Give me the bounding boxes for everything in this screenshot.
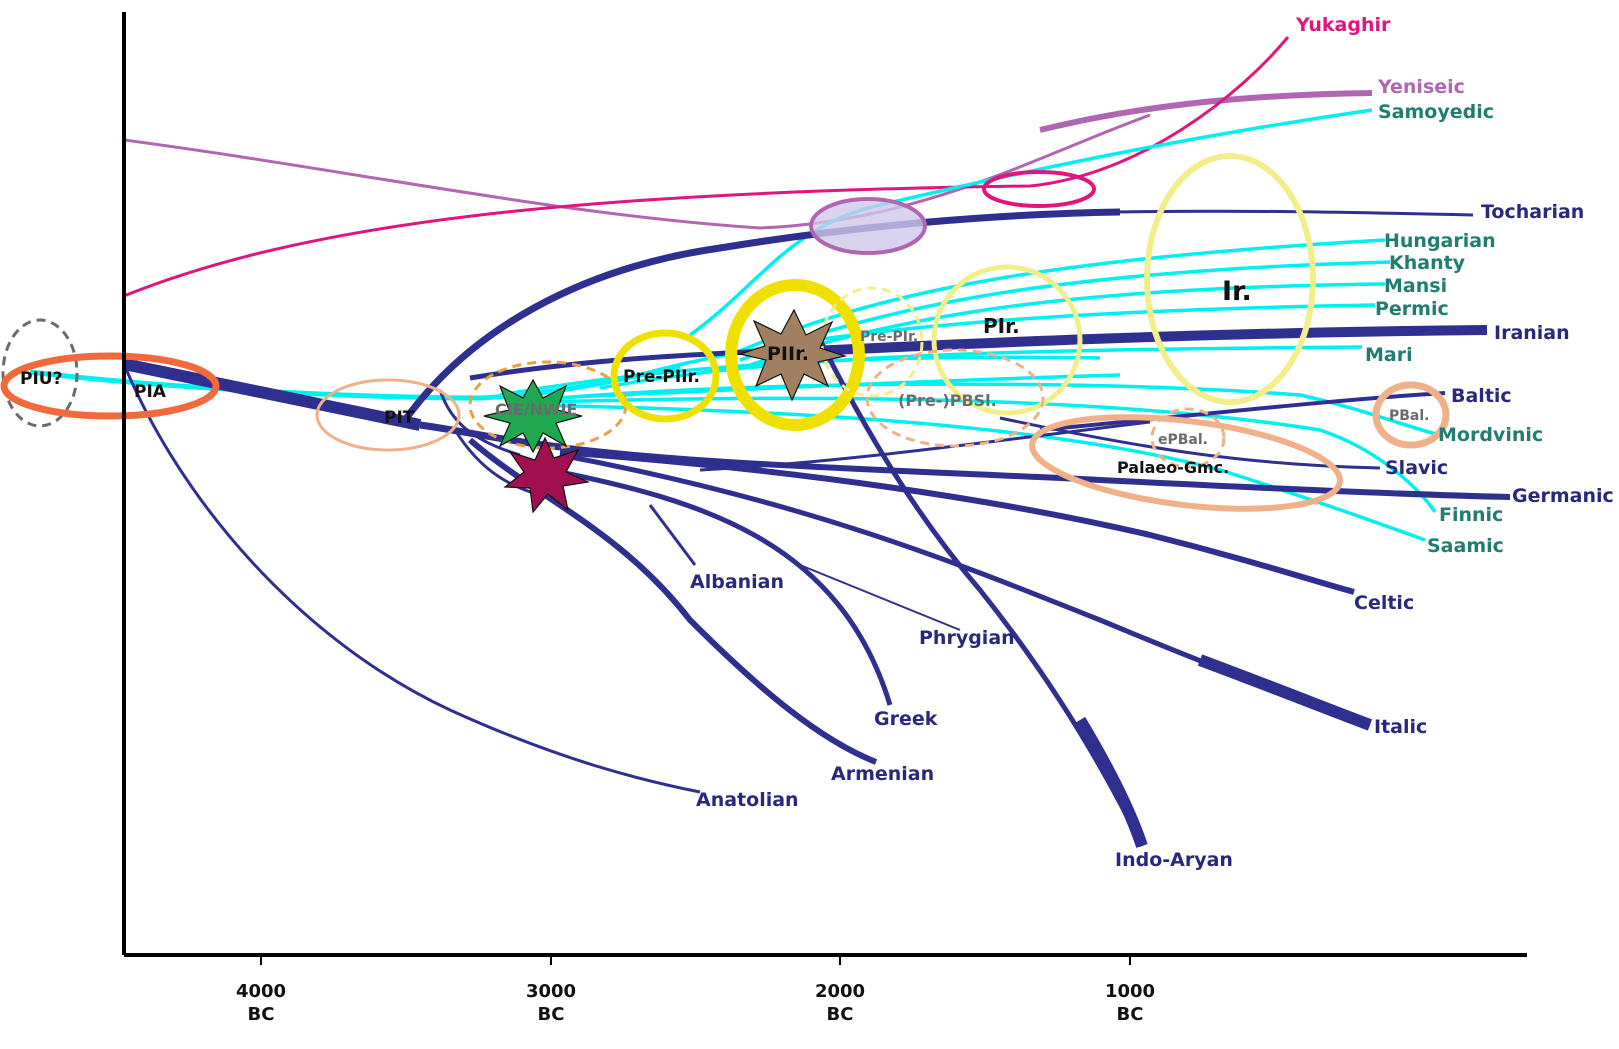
branch-label-yeniseic: Yeniseic xyxy=(1377,76,1465,98)
tick-label-3000-year: 3000 xyxy=(526,981,576,1002)
yeniseic-contact-ring xyxy=(809,197,927,255)
pre-pbsl-ring xyxy=(865,348,1045,448)
mari-line xyxy=(599,345,1363,390)
tick-label-4000-year: 4000 xyxy=(236,981,286,1002)
anatolian-line xyxy=(122,363,701,794)
branch-label-khanty: Khanty xyxy=(1389,252,1466,274)
branch-label-yukaghir: Yukaghir xyxy=(1295,14,1391,36)
branch-label-anatolian: Anatolian xyxy=(696,789,799,811)
cie-branch-1 xyxy=(438,389,521,457)
pre-piir-ring xyxy=(610,329,720,423)
branch-label-mansi: Mansi xyxy=(1384,275,1447,297)
tick-label-1000-year: 1000 xyxy=(1105,981,1155,1002)
node-label-pre-pbsl: (Pre-)PBSl. xyxy=(898,391,997,410)
ir-ring xyxy=(1144,153,1316,405)
node-label-pre-pir: Pre-PIr. xyxy=(860,329,918,345)
italic-line-thick xyxy=(1197,654,1373,731)
pia-ring xyxy=(0,352,220,420)
piir-brown-star xyxy=(737,308,848,402)
branch-label-indo-aryan: Indo-Aryan xyxy=(1115,849,1233,871)
axes xyxy=(122,12,1527,965)
branch-label-tocharian: Tocharian xyxy=(1481,201,1584,223)
node-rings xyxy=(0,153,1450,512)
finnic-line xyxy=(539,396,1437,513)
yukaghir-lineage xyxy=(123,36,1290,298)
pbal-ring xyxy=(1372,381,1450,449)
branch-label-mari: Mari xyxy=(1365,344,1413,366)
tick-label-3000-era: BC xyxy=(538,1004,565,1025)
yeniseic-line-thick xyxy=(1039,90,1373,133)
branch-label-germanic: Germanic xyxy=(1512,485,1614,507)
node-label-cie: CIE/NWIE xyxy=(495,400,577,419)
tick-label-2000-era: BC xyxy=(827,1004,854,1025)
branch-label-samoyedic: Samoyedic xyxy=(1378,101,1494,123)
starbursts xyxy=(483,308,848,514)
indo-european-lines xyxy=(122,208,1511,848)
pit-ring xyxy=(315,378,461,452)
tocharian-line xyxy=(402,208,1121,423)
tick-label-1000-era: BC xyxy=(1117,1004,1144,1025)
epbal-ring xyxy=(1150,407,1226,469)
branch-label-greek: Greek xyxy=(874,708,938,730)
axis-tick-labels: 4000 BC 3000 BC 2000 BC 1000 BC xyxy=(236,981,1155,1025)
branch-label-albanian: Albanian xyxy=(690,571,784,593)
node-label-ir: Ir. xyxy=(1222,276,1252,307)
tick-label-2000-year: 2000 xyxy=(815,981,865,1002)
yeniseic-lineage xyxy=(123,90,1373,230)
ie-trunk xyxy=(419,421,561,451)
phrygian-line xyxy=(799,564,961,631)
baltic-line xyxy=(1039,391,1446,432)
branch-label-mordvinic: Mordvinic xyxy=(1438,424,1543,446)
node-label-palaeo-gmc: Palaeo-Gmc. xyxy=(1117,458,1229,477)
samoyedic-line xyxy=(688,108,1373,337)
node-label-pir: PIr. xyxy=(983,314,1020,338)
cie-green-star xyxy=(483,378,583,454)
palaeo-gmc-ring xyxy=(1029,414,1343,512)
greek-line xyxy=(549,467,893,706)
node-label-epbal: ePBal. xyxy=(1158,432,1208,448)
branch-labels: Yukaghir Yeniseic Samoyedic Tocharian Hu… xyxy=(690,14,1614,871)
branch-label-iranian: Iranian xyxy=(1494,322,1570,344)
indo-aryan-line-thick xyxy=(1074,716,1148,848)
branch-label-phrygian: Phrygian xyxy=(919,627,1015,649)
uralic-extra-2 xyxy=(509,373,1121,402)
branch-label-baltic: Baltic xyxy=(1451,385,1512,407)
branch-label-celtic: Celtic xyxy=(1354,592,1414,614)
pia-trunk xyxy=(122,358,422,431)
albanian-line xyxy=(648,504,697,566)
piir-ring xyxy=(725,279,865,431)
bsl-line xyxy=(699,420,1151,472)
node-label-pre-piir: Pre-PIIr. xyxy=(623,367,700,387)
pir-ring xyxy=(931,264,1083,416)
branch-label-permic: Permic xyxy=(1375,298,1449,320)
branch-label-hungarian: Hungarian xyxy=(1384,230,1496,252)
branch-label-italic: Italic xyxy=(1374,716,1427,738)
piu-ring xyxy=(1,318,79,428)
germanic-line xyxy=(559,444,1511,500)
branch-label-armenian: Armenian xyxy=(831,763,934,785)
node-label-pbal: PBal. xyxy=(1389,408,1430,424)
node-label-piir: PIIr. xyxy=(767,343,809,365)
node-labels: PIU? PIA PIT CIE/NWIE Pre-PIIr. PIIr. Pr… xyxy=(20,276,1430,477)
branch-label-slavic: Slavic xyxy=(1385,457,1448,479)
branch-label-saamic: Saamic xyxy=(1427,535,1504,557)
saamic-line xyxy=(519,403,1426,542)
node-label-pia: PIA xyxy=(134,382,167,402)
branch-label-finnic: Finnic xyxy=(1439,504,1503,526)
yukaghir-contact-ring xyxy=(982,170,1096,208)
node-label-pit: PIT xyxy=(384,408,415,428)
node-label-piu: PIU? xyxy=(20,369,62,389)
tocharian-line-thin xyxy=(1109,209,1474,217)
iranian-line xyxy=(789,325,1488,357)
yeniseic-line xyxy=(123,113,1151,230)
yukaghir-line xyxy=(123,36,1290,298)
tick-label-4000-era: BC xyxy=(248,1004,275,1025)
cie-magenta-star xyxy=(503,436,591,514)
pre-pir-ring xyxy=(820,286,924,398)
permic-line xyxy=(619,303,1376,382)
